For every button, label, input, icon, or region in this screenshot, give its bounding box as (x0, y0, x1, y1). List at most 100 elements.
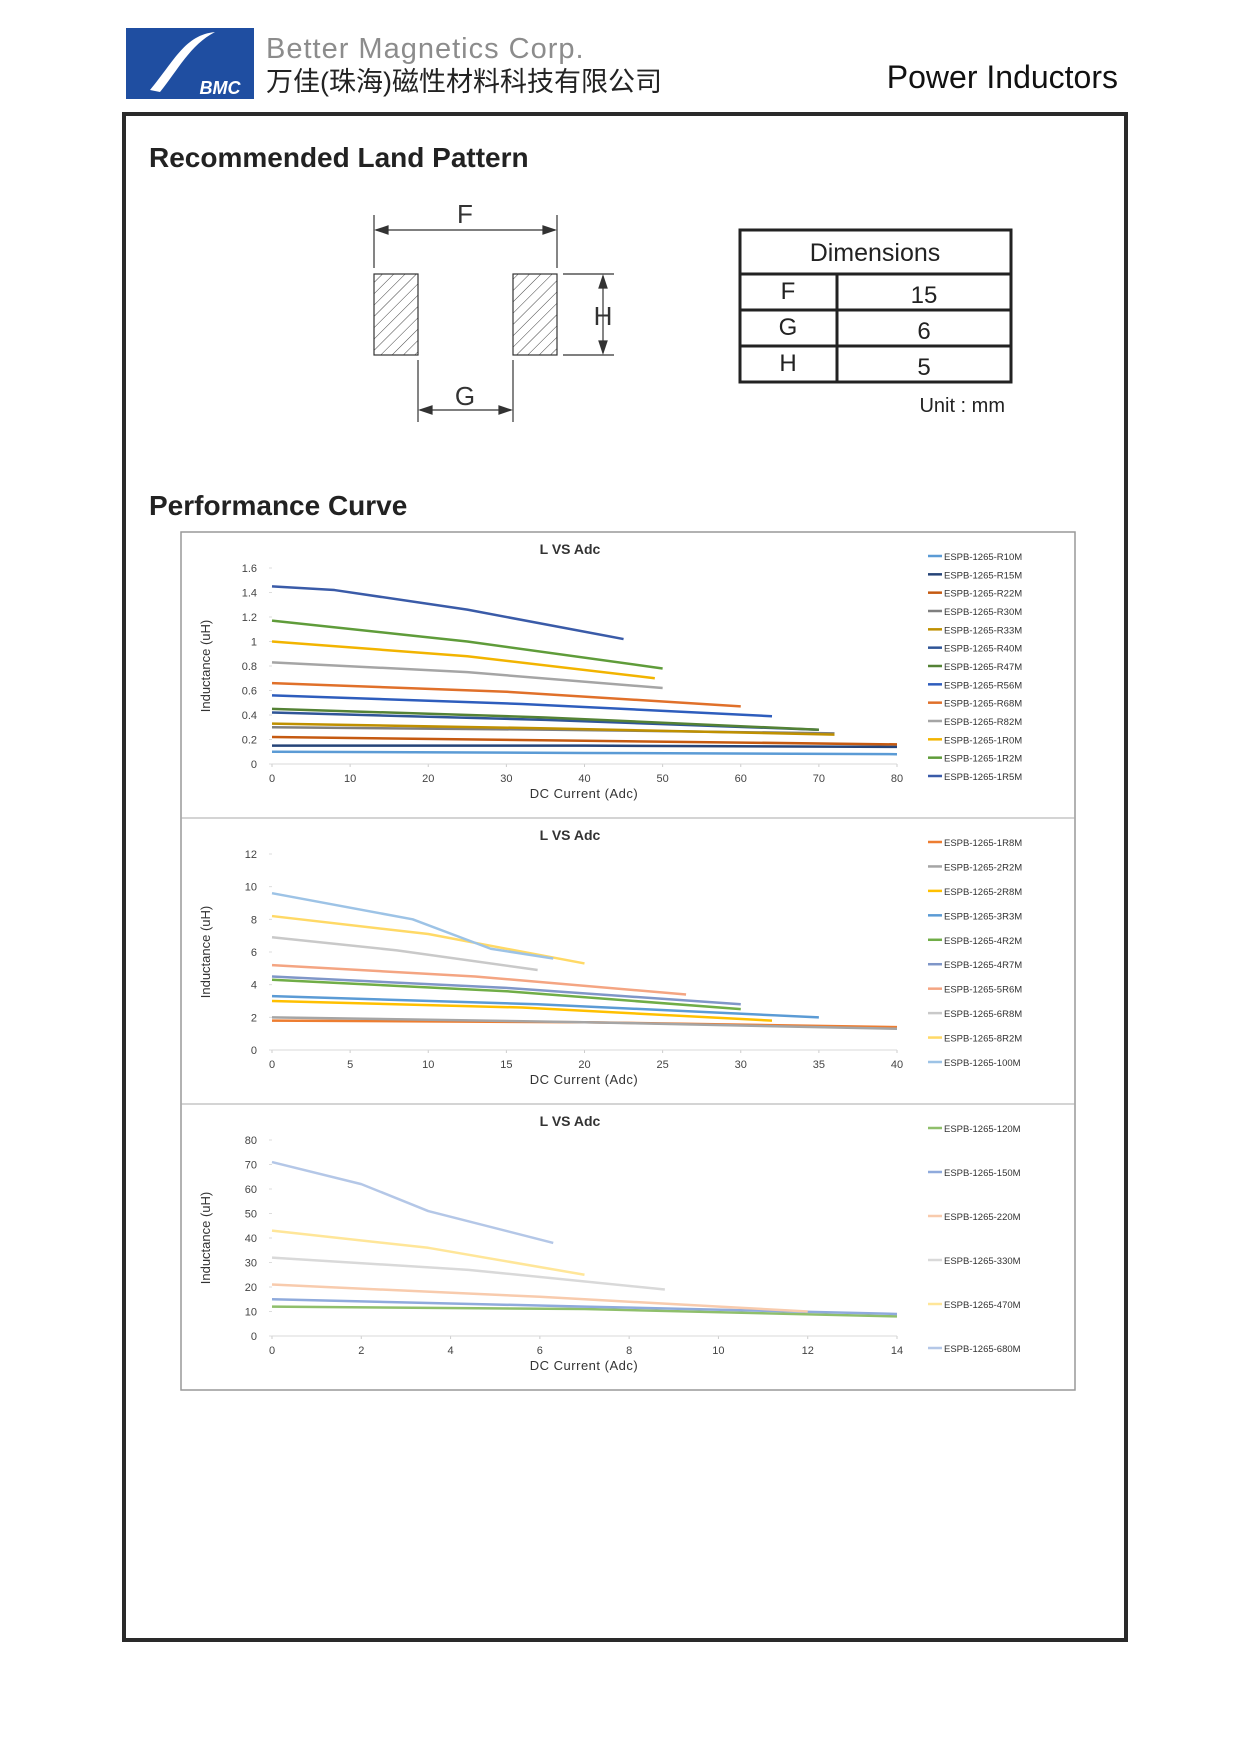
series-line (271, 1305, 898, 1318)
x-tick-label: 0 (269, 1345, 275, 1357)
y-tick-label: 0.4 (242, 710, 257, 722)
legend-label: ESPB-1265-4R7M (944, 960, 1022, 971)
x-tick-label: 25 (657, 1059, 669, 1071)
y-tick-label: 1.6 (242, 563, 257, 575)
series-line (271, 963, 687, 996)
legend-label: ESPB-1265-R40M (944, 644, 1022, 655)
series-line (271, 619, 663, 670)
legend-label: ESPB-1265-R56M (944, 680, 1022, 691)
y-tick-label: 8 (251, 914, 257, 926)
series-line (271, 585, 624, 641)
dim-label: F (457, 199, 473, 229)
series-line (271, 1283, 808, 1313)
series-line (271, 1016, 898, 1031)
legend-label: ESPB-1265-R47M (944, 662, 1022, 673)
page-border (122, 112, 1128, 1642)
y-tick-label: 2 (251, 1012, 257, 1024)
series-line (271, 891, 554, 960)
series-line (271, 1229, 585, 1276)
x-tick-label: 0 (269, 1059, 275, 1071)
legend-label: ESPB-1265-680M (944, 1344, 1021, 1355)
dim-label: G (455, 381, 475, 411)
legend-label: ESPB-1265-R10M (944, 552, 1022, 563)
x-tick-label: 6 (537, 1345, 543, 1357)
x-tick-label: 80 (891, 773, 903, 785)
unit-note: Unit : mm (919, 395, 1005, 417)
series-line (271, 1256, 665, 1291)
dimension-table (738, 228, 1013, 384)
chart-title: L VS Adc (540, 827, 601, 843)
table-cell: H (779, 350, 796, 377)
chart-title: L VS Adc (540, 1113, 601, 1129)
legend-label: ESPB-1265-330M (944, 1256, 1021, 1267)
y-tick-label: 6 (251, 947, 257, 959)
legend-label: ESPB-1265-R30M (944, 607, 1022, 618)
y-tick-label: 4 (251, 980, 257, 992)
x-tick-label: 35 (813, 1059, 825, 1071)
x-tick-label: 12 (802, 1345, 814, 1357)
chart-title: L VS Adc (540, 541, 601, 557)
legend-label: ESPB-1265-4R2M (944, 936, 1022, 947)
logo-text: BMC (200, 78, 242, 98)
x-tick-label: 8 (626, 1345, 632, 1357)
x-tick-label: 2 (358, 1345, 364, 1357)
series-line (272, 744, 898, 749)
dim-label: H (594, 301, 613, 331)
x-tick-label: 50 (657, 773, 669, 785)
legend-label: ESPB-1265-R82M (944, 717, 1022, 728)
table-cell: G (779, 314, 798, 341)
series-line (271, 661, 663, 690)
table-cell: F (781, 278, 796, 305)
legend-label: ESPB-1265-8R2M (944, 1034, 1022, 1045)
legend-label: ESPB-1265-100M (944, 1058, 1021, 1069)
y-tick-label: 0.6 (242, 686, 257, 698)
chart-frame (180, 531, 1076, 1391)
x-tick-label: 20 (422, 773, 434, 785)
y-tick-label: 0 (251, 759, 257, 771)
charts: L VS Adc DC Current (Adc) Inductance (uH) 0… (181, 541, 1075, 1373)
x-tick-label: 5 (347, 1059, 353, 1071)
table-cell: 15 (911, 282, 938, 309)
x-axis-label: DC Current (Adc) (530, 1072, 638, 1087)
legend-label: ESPB-1265-120M (944, 1124, 1021, 1135)
series-line (271, 707, 819, 731)
table-cell: 6 (917, 318, 930, 345)
y-tick-label: 60 (245, 1184, 257, 1196)
x-tick-label: 30 (735, 1059, 747, 1071)
series-line (271, 750, 898, 756)
y-tick-label: 0 (251, 1045, 257, 1057)
y-axis-label: Inductance (uH) (198, 620, 213, 713)
series-line (271, 722, 835, 736)
x-axis-label: DC Current (Adc) (530, 1358, 638, 1373)
x-tick-label: 40 (891, 1059, 903, 1071)
legend-label: ESPB-1265-1R5M (944, 772, 1022, 783)
legend-label: ESPB-1265-R15M (944, 570, 1022, 581)
section-title: Performance Curve (149, 490, 407, 521)
x-tick-label: 70 (813, 773, 825, 785)
land-diagram (373, 215, 614, 422)
x-tick-label: 40 (578, 773, 590, 785)
legend-label: ESPB-1265-1R0M (944, 735, 1022, 746)
legend-label: ESPB-1265-2R8M (944, 887, 1022, 898)
legend-label: ESPB-1265-150M (944, 1168, 1021, 1179)
series-line (271, 978, 741, 1011)
x-tick-label: 30 (500, 773, 512, 785)
y-tick-label: 0.8 (242, 661, 257, 673)
table-cell: 5 (917, 354, 930, 381)
product-title: Power Inductors (887, 59, 1118, 95)
company-en: Better Magnetics Corp. (266, 33, 585, 65)
legend-label: ESPB-1265-1R2M (944, 754, 1022, 765)
y-tick-label: 1.2 (242, 612, 257, 624)
y-tick-label: 1.4 (242, 588, 257, 600)
y-tick-label: 12 (245, 849, 257, 861)
legend-label: ESPB-1265-470M (944, 1300, 1021, 1311)
legend-label: ESPB-1265-6R8M (944, 1009, 1022, 1020)
series-line (271, 694, 773, 718)
y-tick-label: 50 (245, 1209, 257, 1221)
series-line (271, 681, 741, 708)
legend-label: ESPB-1265-220M (944, 1212, 1021, 1223)
x-tick-label: 60 (735, 773, 747, 785)
legend-label: ESPB-1265-3R3M (944, 911, 1022, 922)
series-line (271, 735, 898, 746)
